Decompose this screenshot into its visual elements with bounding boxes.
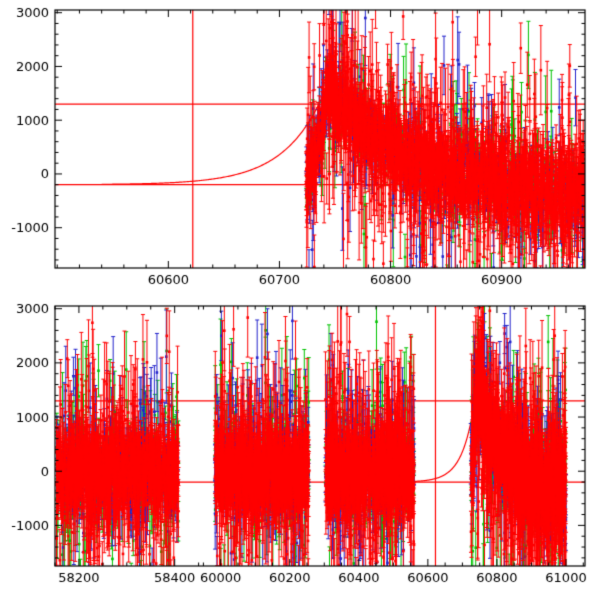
top-panel-canvas	[0, 0, 600, 300]
bottom-panel-canvas	[0, 300, 600, 600]
